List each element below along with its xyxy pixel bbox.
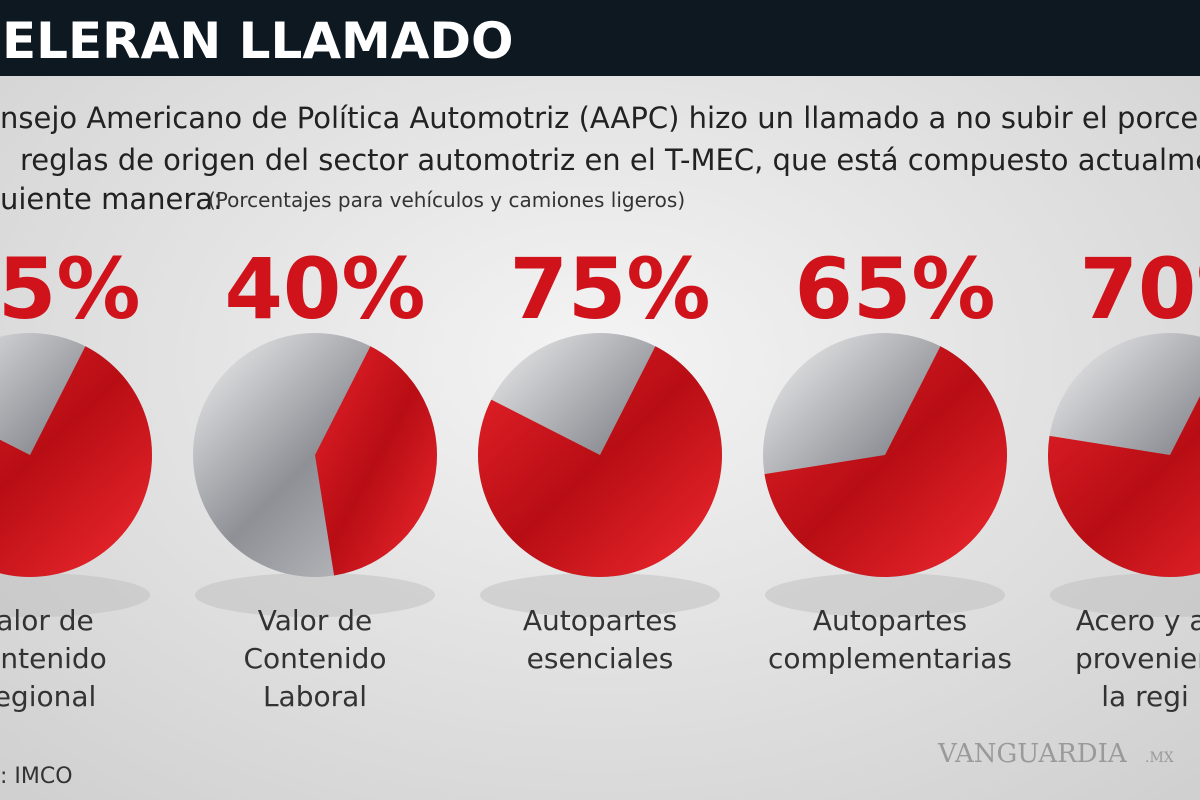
category-label: provenien bbox=[1075, 642, 1200, 675]
pie-slice bbox=[478, 346, 722, 577]
category-label: Acero y al bbox=[1076, 604, 1200, 637]
category-label: la regi bbox=[1101, 680, 1189, 713]
value-label: 40% bbox=[224, 240, 425, 338]
pie-shadow bbox=[1050, 573, 1200, 617]
pie-shadow bbox=[765, 573, 1005, 617]
category-label: alor de bbox=[0, 604, 94, 637]
watermark: VANGUARDIA bbox=[937, 739, 1128, 769]
title: ELERAN LLAMADO bbox=[2, 12, 514, 70]
source: : IMCO bbox=[0, 764, 73, 789]
category-label: complementarias bbox=[768, 642, 1012, 675]
value-label: 75% bbox=[509, 240, 710, 338]
intro-note: (Porcentajes para vehículos y camiones l… bbox=[208, 188, 685, 212]
category-label: esenciales bbox=[527, 642, 674, 675]
pie-shadow bbox=[480, 573, 720, 617]
category-label: egional bbox=[0, 680, 96, 713]
pie-shadow bbox=[195, 573, 435, 617]
pie-slice bbox=[764, 346, 1007, 577]
watermark-suffix: .MX bbox=[1145, 750, 1174, 766]
value-label: 65% bbox=[794, 240, 995, 338]
pie-row: 75% alor de ontenido egional 40% Valor de Cont… bbox=[0, 240, 1200, 713]
intro-line: uiente manera: bbox=[0, 182, 223, 216]
header-bar bbox=[0, 0, 1200, 76]
pie-slice bbox=[1048, 396, 1200, 577]
pie-shadow bbox=[0, 573, 150, 617]
category-label: Autopartes bbox=[523, 604, 677, 637]
pie-slice bbox=[315, 346, 437, 576]
category-label: Autopartes bbox=[813, 604, 967, 637]
category-label: ontenido bbox=[0, 642, 107, 675]
category-label: Laboral bbox=[263, 680, 367, 713]
pie-slice bbox=[0, 346, 152, 577]
value-label: 70% bbox=[1079, 240, 1200, 338]
intro-line: nsejo Americano de Política Automotriz (… bbox=[0, 101, 1200, 135]
intro-line: reglas de origen del sector automotriz e… bbox=[20, 143, 1200, 177]
category-label: Contenido bbox=[243, 642, 386, 675]
category-label: Valor de bbox=[258, 604, 372, 637]
value-label: 75% bbox=[0, 240, 141, 338]
